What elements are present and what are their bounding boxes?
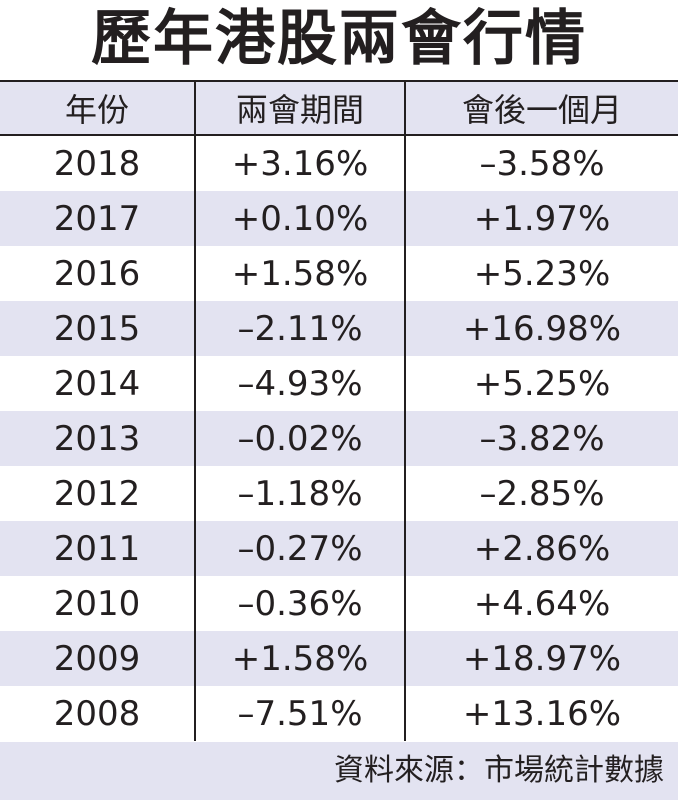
cell-during-sessions: –0.27% [196, 521, 406, 576]
header-during-sessions: 兩會期間 [196, 82, 406, 134]
cell-month-after: +5.25% [473, 363, 611, 404]
data-table: 年份 兩會期間 會後一個月 2018 +3.16% –3.58% 2017 +0… [0, 80, 678, 741]
cell-during-sessions: –7.51% [196, 686, 406, 741]
cell-year: 2016 [0, 246, 196, 301]
table-row: 2009 +1.58% +18.97% [0, 631, 678, 686]
table-header-row: 年份 兩會期間 會後一個月 [0, 80, 678, 136]
table-row: 2016 +1.58% +5.23% [0, 246, 678, 301]
cell-year: 2017 [0, 191, 196, 246]
page-title: 歷年港股兩會行情 [91, 4, 587, 74]
cell-year: 2012 [0, 466, 196, 521]
cell-month-after: +1.97% [473, 198, 611, 239]
cell-year: 2008 [0, 686, 196, 741]
table-row: 2008 –7.51% +13.16% [0, 686, 678, 741]
cell-year: 2014 [0, 356, 196, 411]
cell-year: 2011 [0, 521, 196, 576]
cell-month-after: +4.64% [473, 583, 611, 624]
cell-year: 2013 [0, 411, 196, 466]
cell-during-sessions: –0.36% [196, 576, 406, 631]
cell-month-after: +18.97% [462, 638, 622, 679]
cell-month-after: –2.85% [479, 473, 605, 514]
table-row: 2012 –1.18% –2.85% [0, 466, 678, 521]
cell-month-after: +2.86% [473, 528, 611, 569]
table-row: 2015 –2.11% +16.98% [0, 301, 678, 356]
cell-during-sessions: +0.10% [196, 191, 406, 246]
cell-year: 2010 [0, 576, 196, 631]
cell-month-after: +5.23% [473, 253, 611, 294]
cell-during-sessions: –0.02% [196, 411, 406, 466]
header-year: 年份 [0, 82, 196, 134]
table-row: 2013 –0.02% –3.82% [0, 411, 678, 466]
cell-month-after: +16.98% [462, 308, 622, 349]
source-note: 資料來源：市場統計數據 [0, 742, 678, 800]
table-row: 2017 +0.10% +1.97% [0, 191, 678, 246]
table-row: 2018 +3.16% –3.58% [0, 136, 678, 191]
cell-during-sessions: –4.93% [196, 356, 406, 411]
cell-year: 2018 [0, 136, 196, 191]
cell-year: 2009 [0, 631, 196, 686]
cell-during-sessions: +1.58% [196, 631, 406, 686]
cell-during-sessions: –1.18% [196, 466, 406, 521]
cell-during-sessions: +1.58% [196, 246, 406, 301]
cell-year: 2015 [0, 301, 196, 356]
table-row: 2011 –0.27% +2.86% [0, 521, 678, 576]
cell-month-after: –3.82% [479, 418, 605, 459]
cell-during-sessions: –2.11% [196, 301, 406, 356]
cell-month-after: +13.16% [462, 693, 622, 734]
cell-during-sessions: +3.16% [196, 136, 406, 191]
table-row: 2014 –4.93% +5.25% [0, 356, 678, 411]
table-row: 2010 –0.36% +4.64% [0, 576, 678, 631]
header-month-after: 會後一個月 [461, 91, 622, 129]
cell-month-after: –3.58% [479, 143, 605, 184]
